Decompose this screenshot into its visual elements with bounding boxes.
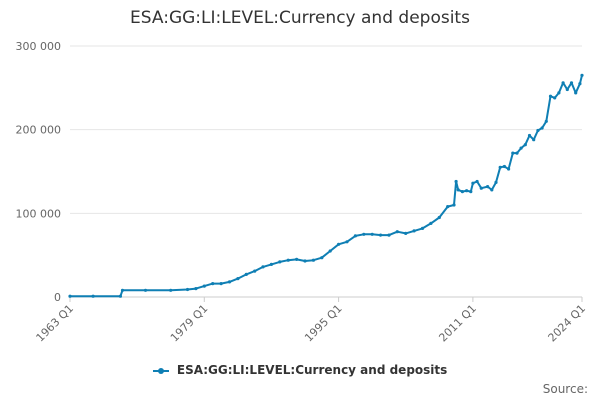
data-point[interactable] [143,288,148,292]
data-point[interactable] [236,277,240,281]
y-tick-label: 0 [54,291,61,304]
data-point[interactable] [387,233,391,237]
data-point[interactable] [429,221,433,225]
data-point[interactable] [345,240,349,244]
data-point[interactable] [211,282,215,286]
data-point[interactable] [395,230,399,234]
data-point[interactable] [574,91,578,95]
data-point[interactable] [379,233,383,237]
data-point[interactable] [253,269,257,273]
data-point[interactable] [303,259,307,263]
data-point[interactable] [261,265,265,269]
data-point[interactable] [120,288,125,292]
data-point[interactable] [471,181,475,185]
data-point[interactable] [452,203,456,207]
data-point[interactable] [219,282,223,286]
legend-label: ESA:GG:LI:LEVEL:Currency and deposits [176,363,448,377]
data-point[interactable] [456,188,460,192]
y-tick-label: 200 000 [16,124,62,137]
data-point[interactable] [194,287,198,291]
data-point[interactable] [454,179,458,184]
data-point[interactable] [311,258,315,262]
data-point[interactable] [507,167,511,171]
data-point[interactable] [404,231,408,235]
data-point[interactable] [498,165,502,169]
data-point[interactable] [320,256,324,260]
data-point[interactable] [502,164,506,169]
data-point[interactable] [202,284,206,288]
data-point[interactable] [460,190,464,194]
data-point[interactable] [540,126,544,130]
data-point[interactable] [490,188,494,192]
chart-title: ESA:GG:LI:LEVEL:Currency and deposits [130,8,470,28]
data-point[interactable] [244,272,248,276]
data-point[interactable] [295,257,299,261]
data-point[interactable] [565,87,569,92]
data-point[interactable] [475,179,479,184]
series-line [70,75,583,298]
series-layer [68,73,584,298]
data-point[interactable] [328,249,332,253]
data-point[interactable] [544,119,548,123]
data-point[interactable] [515,151,519,155]
data-point[interactable] [286,258,290,262]
y-tick-label: 100 000 [16,207,62,220]
x-tick-label: 1995 Q1 [302,302,345,345]
data-point[interactable] [486,185,490,189]
data-point[interactable] [465,189,469,193]
data-point[interactable] [353,234,357,238]
data-point[interactable] [68,294,72,298]
source-label: Source: [542,382,588,396]
x-axis-ticks: 1963 Q1 1979 Q1 1995 Q1 2011 Q1 2024 Q1 [34,297,589,345]
data-point[interactable] [532,138,536,142]
data-point[interactable] [527,133,532,138]
y-axis-ticks: 0 100 000 200 000 300 000 [16,40,62,304]
x-tick-label: 1979 Q1 [168,302,211,345]
x-tick-label: 1963 Q1 [34,302,77,345]
data-point[interactable] [548,94,553,98]
data-point[interactable] [494,180,498,184]
data-point[interactable] [536,128,540,133]
data-point[interactable] [227,280,232,284]
data-point[interactable] [523,143,527,147]
data-point[interactable] [91,294,95,298]
data-point[interactable] [469,190,473,194]
data-point[interactable] [185,287,190,292]
data-point[interactable] [479,186,483,190]
data-point[interactable] [553,96,557,100]
data-point[interactable] [370,232,374,236]
x-tick-label: 2011 Q1 [436,302,479,345]
data-point[interactable] [337,242,341,246]
legend[interactable]: ESA:GG:LI:LEVEL:Currency and deposits [0,363,600,377]
y-tick-label: 300 000 [16,40,62,53]
x-tick-label: 2024 Q1 [546,302,589,345]
data-point[interactable] [420,226,425,230]
data-point[interactable] [557,91,561,95]
data-point[interactable] [580,73,584,77]
data-point[interactable] [511,151,515,155]
data-point[interactable] [118,294,122,298]
data-point[interactable] [278,260,282,264]
data-point[interactable] [519,146,523,150]
data-point[interactable] [561,81,565,85]
data-point[interactable] [269,262,273,266]
data-point[interactable] [578,82,582,86]
data-point[interactable] [169,288,173,292]
data-point[interactable] [446,205,450,209]
data-point[interactable] [437,215,441,220]
data-point[interactable] [412,229,416,233]
data-point[interactable] [362,232,366,236]
grid-layer [70,45,582,298]
data-point[interactable] [569,81,574,85]
legend-swatch [152,366,169,376]
